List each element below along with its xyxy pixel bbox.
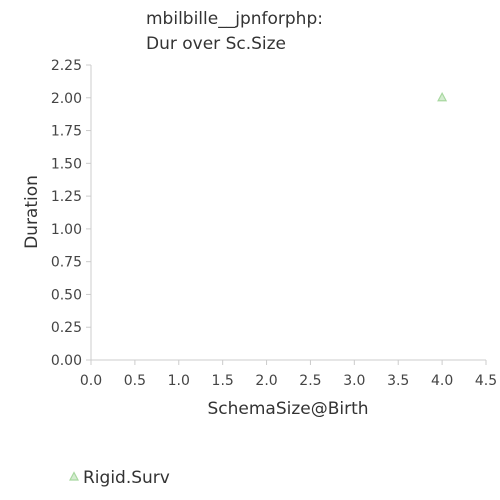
x-tick-label: 3.0	[343, 373, 365, 389]
chart-title-line-2: Dur over Sc.Size	[146, 34, 286, 54]
x-tick-label: 2.0	[255, 373, 277, 389]
x-tick-label: 4.0	[431, 373, 453, 389]
chart-title: mbilbille__jpnforphp: Dur over Sc.Size	[146, 9, 323, 54]
x-tick-labels: 0.0 0.5 1.0 1.5 2.0 2.5 3.0 3.5 4.0 4.5	[80, 360, 497, 389]
data-point	[437, 92, 448, 102]
y-tick-label: 2.00	[51, 91, 82, 107]
y-tick-label: 1.00	[51, 222, 82, 238]
y-tick-label: 1.75	[51, 124, 82, 140]
y-axis-label: Duration	[22, 175, 42, 249]
x-tick-label: 0.0	[80, 373, 102, 389]
legend: Rigid.Surv	[69, 468, 170, 488]
y-tick-label: 2.25	[51, 58, 82, 74]
x-tick-label: 1.5	[212, 373, 234, 389]
x-tick-label: 3.5	[387, 373, 409, 389]
y-tick-label: 0.25	[51, 320, 82, 336]
y-tick-label: 1.25	[51, 189, 82, 205]
x-tick-label: 2.5	[299, 373, 321, 389]
x-tick-label: 1.0	[168, 373, 190, 389]
y-tick-label: 0.50	[51, 287, 82, 303]
chart-title-line-1: mbilbille__jpnforphp:	[146, 9, 323, 29]
data-points	[437, 92, 448, 102]
legend-label-rigid-surv: Rigid.Surv	[83, 468, 170, 488]
y-tick-label: 1.50	[51, 156, 82, 172]
y-tick-label: 0.75	[51, 255, 82, 271]
legend-marker-rigid-surv	[69, 471, 79, 481]
x-tick-label: 0.5	[124, 373, 146, 389]
x-tick-label: 4.5	[475, 373, 497, 389]
x-axis-label: SchemaSize@Birth	[207, 399, 368, 419]
y-tick-label: 0.00	[51, 353, 82, 369]
y-tick-labels: 0.00 0.25 0.50 0.75 1.00 1.25 1.50 1.75 2.00 2.25	[51, 58, 91, 369]
